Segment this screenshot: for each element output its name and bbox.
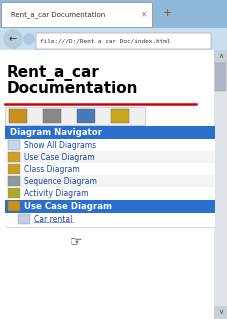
Bar [9,109,27,123]
Bar [214,50,227,319]
Bar [77,109,95,123]
Bar [8,188,20,198]
Text: Diagram Navigator: Diagram Navigator [10,128,102,137]
Bar [214,50,227,63]
Circle shape [4,30,22,48]
Bar [18,214,30,224]
Bar [5,163,215,175]
Text: Use Case Diagram: Use Case Diagram [24,202,112,211]
FancyBboxPatch shape [36,33,211,49]
Text: Documentation: Documentation [7,81,138,96]
Bar [5,200,215,213]
Text: Use Case Diagram: Use Case Diagram [24,152,95,161]
Text: Car rental: Car rental [34,216,72,225]
Bar [0,0,227,28]
Bar [5,213,215,227]
Bar [8,201,20,211]
Text: ←: ← [9,34,17,44]
Text: ∨: ∨ [218,309,223,315]
Bar [0,50,214,319]
Bar [8,152,20,162]
Text: Rent_a_car: Rent_a_car [7,65,100,81]
Text: Show All Diagrams: Show All Diagrams [24,140,96,150]
Text: Class Diagram: Class Diagram [24,165,80,174]
Text: ☞: ☞ [70,234,82,248]
Text: file:///D:/Rent a car Doc/index.html: file:///D:/Rent a car Doc/index.html [40,39,170,43]
Bar [8,140,20,150]
Text: ×: × [141,11,147,19]
Bar [5,126,215,139]
Bar [5,187,215,199]
Bar [0,28,227,50]
Circle shape [24,33,35,44]
Bar [8,164,20,174]
Bar [5,151,215,163]
Bar [8,176,20,186]
Bar [5,107,145,125]
FancyBboxPatch shape [2,3,153,27]
Text: +: + [163,8,172,18]
Bar [214,306,227,319]
Bar [111,109,129,123]
Bar [5,139,215,151]
Text: Sequence Diagram: Sequence Diagram [24,176,97,186]
Text: ∧: ∧ [218,53,223,59]
Bar [215,63,226,91]
Bar [43,109,61,123]
Bar [5,175,215,187]
Text: Activity Diagram: Activity Diagram [24,189,89,197]
Text: Rent_a_car Documentation: Rent_a_car Documentation [11,11,105,19]
